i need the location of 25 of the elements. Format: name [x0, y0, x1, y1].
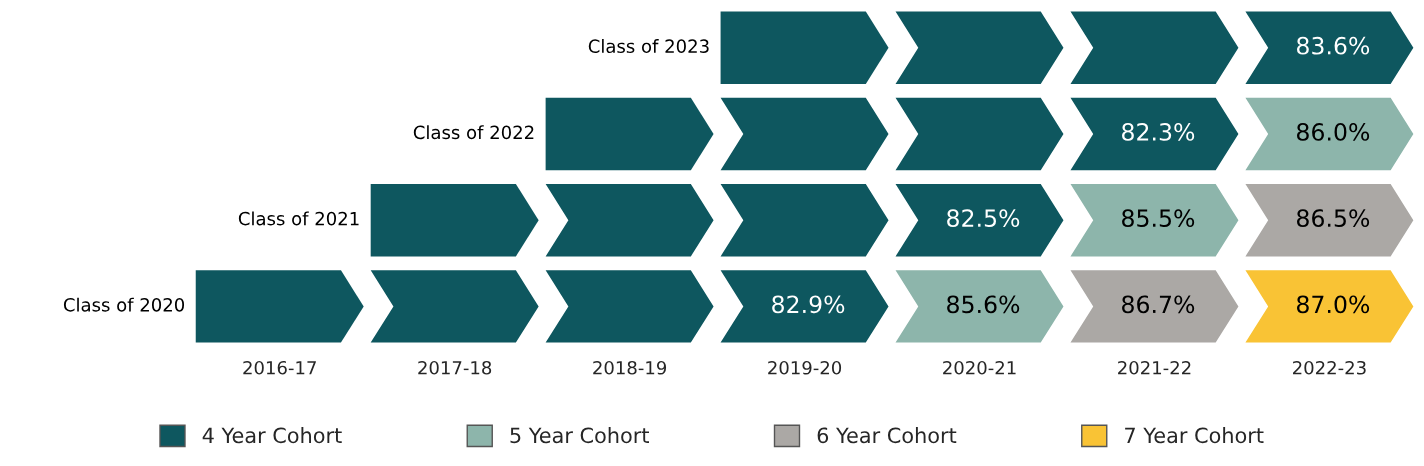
category-label: 2019-20 [768, 360, 842, 375]
category-label: 2021-22 [1118, 360, 1191, 375]
data-label: 82.3% [1122, 122, 1195, 141]
category-label: 2020-21 [943, 360, 1016, 375]
legend-label: 4 Year Cohort [202, 427, 342, 444]
category-label: 2016-17 [243, 360, 316, 375]
legend-label: 7 Year Cohort [1125, 427, 1264, 444]
data-label: 86.7% [1122, 295, 1195, 314]
legend-label: 6 Year Cohort [817, 427, 957, 444]
category-label: 2017-18 [418, 360, 492, 375]
data-label: 86.5% [1297, 209, 1370, 228]
category-label: 2018-19 [593, 360, 667, 375]
data-label: 82.9% [772, 295, 845, 314]
data-label: 85.5% [1122, 209, 1195, 228]
category-label: Class of 2021 [238, 211, 359, 226]
category-label: Class of 2020 [63, 297, 185, 312]
legend-label: 5 Year Cohort [510, 427, 649, 444]
category-label: Class of 2023 [588, 39, 709, 53]
data-label: 82.5% [947, 209, 1020, 228]
category-label: Class of 2022 [413, 125, 534, 140]
data-label: 85.6% [947, 295, 1020, 314]
data-label: 87.0% [1297, 295, 1370, 314]
category-label: 2022-23 [1293, 360, 1366, 375]
data-label: 86.0% [1297, 122, 1370, 141]
data-label: 83.6% [1297, 36, 1370, 55]
